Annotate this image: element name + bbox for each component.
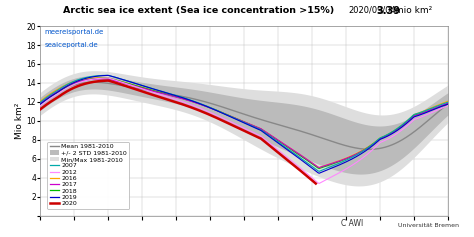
Text: 3.39: 3.39 bbox=[377, 6, 401, 16]
Text: 2020/09/04:: 2020/09/04: bbox=[348, 6, 399, 15]
Text: seaiceportal.de: seaiceportal.de bbox=[45, 42, 98, 48]
Y-axis label: Mio km²: Mio km² bbox=[15, 103, 24, 139]
Text: Universität Bremen: Universität Bremen bbox=[398, 223, 459, 228]
Text: Arctic sea ice extent (Sea ice concentration >15%): Arctic sea ice extent (Sea ice concentra… bbox=[64, 6, 335, 15]
Text: mio km²: mio km² bbox=[392, 6, 432, 15]
Text: C AWI: C AWI bbox=[341, 219, 364, 228]
Legend: Mean 1981-2010, +/- 2 STD 1981-2010, Min/Max 1981-2010, 2007, 2012, 2016, 2017, : Mean 1981-2010, +/- 2 STD 1981-2010, Min… bbox=[47, 141, 129, 209]
Text: meereisportal.de: meereisportal.de bbox=[45, 29, 104, 35]
